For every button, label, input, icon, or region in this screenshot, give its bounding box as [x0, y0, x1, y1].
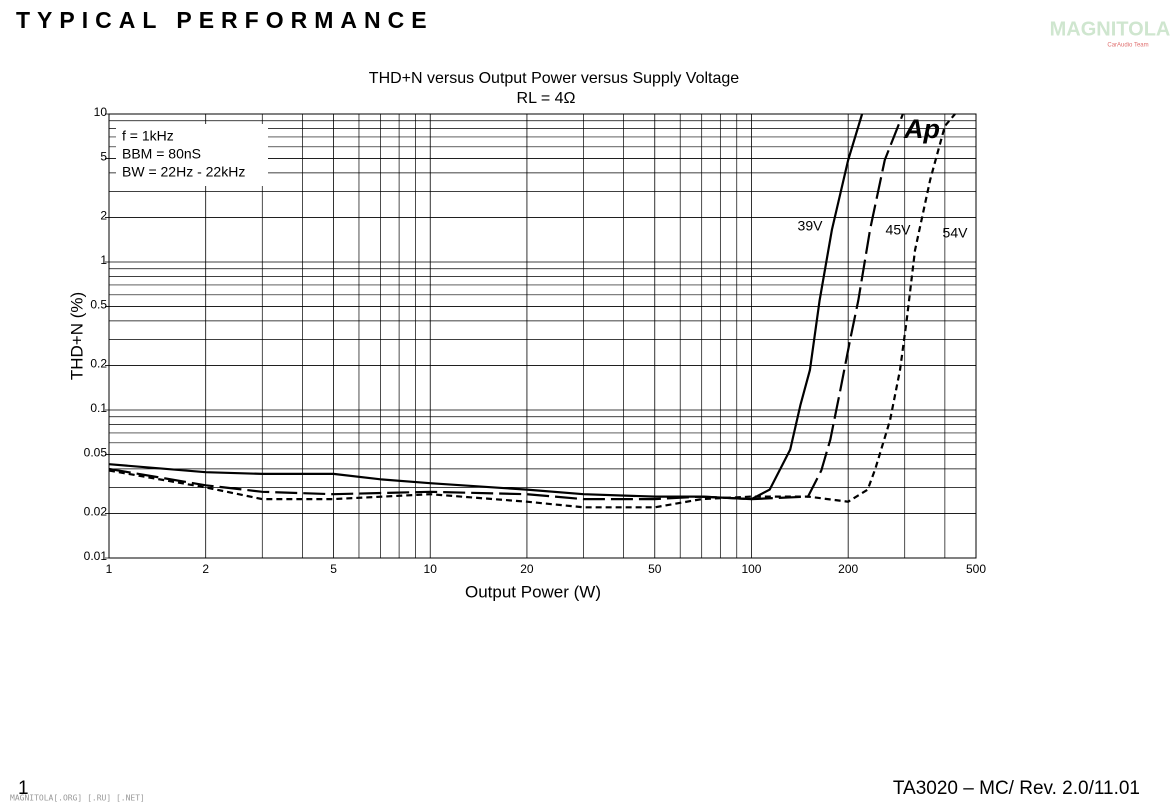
- x-tick-label: 50: [648, 562, 662, 576]
- y-axis-label: THD+N (%): [67, 292, 86, 380]
- chart-title: THD+N versus Output Power versus Supply …: [369, 70, 739, 87]
- document-id: TA3020 – MC/ Rev. 2.0/11.01: [893, 778, 1140, 799]
- y-tick-label: 5: [100, 150, 107, 164]
- data-line: [108, 113, 904, 501]
- x-tick-label: 5: [330, 562, 337, 576]
- y-tick-label: 0.05: [84, 446, 108, 460]
- y-tick-label: 2: [100, 209, 107, 223]
- page-number: 1: [18, 778, 29, 799]
- x-tick-label: 1: [106, 562, 113, 576]
- annotation: BBM = 80nS: [122, 146, 201, 162]
- y-tick-label: 0.02: [84, 505, 108, 519]
- y-tick-label: 0.5: [90, 298, 107, 312]
- logo-tagline: CarAudio Team: [1107, 43, 1148, 49]
- y-tick-label: 0.1: [90, 401, 107, 415]
- annotation: f = 1kHz: [122, 128, 174, 144]
- y-tick-label: 10: [94, 105, 108, 119]
- x-tick-label: 2: [202, 562, 209, 576]
- x-axis-label: Output Power (W): [465, 582, 601, 601]
- chart-subtitle: RL = 4Ω: [517, 90, 576, 107]
- x-tick-label: 20: [520, 562, 534, 576]
- series-label: 45V: [886, 222, 912, 238]
- y-tick-label: 1: [100, 253, 107, 267]
- ap-logo: Ap: [903, 114, 940, 144]
- y-tick-label: 0.01: [84, 549, 108, 563]
- watermark: MAGNITOLA[.ORG] [.RU] [.NET]: [10, 794, 145, 803]
- series-label: 54V: [943, 225, 969, 241]
- plot-frame: [108, 113, 977, 559]
- x-tick-label: 200: [838, 562, 858, 576]
- data-line: [108, 113, 956, 509]
- page-title: TYPICAL PERFORMANCE: [16, 7, 434, 33]
- series-label: 39V: [798, 218, 824, 234]
- x-tick-label: 10: [424, 562, 438, 576]
- annotation: BW = 22Hz - 22kHz: [122, 164, 245, 180]
- logo: MAGNITOLA: [1050, 18, 1170, 40]
- x-tick-label: 500: [966, 562, 986, 576]
- x-tick-label: 100: [741, 562, 761, 576]
- annotation-box: [116, 124, 268, 186]
- y-tick-label: 0.2: [90, 357, 107, 371]
